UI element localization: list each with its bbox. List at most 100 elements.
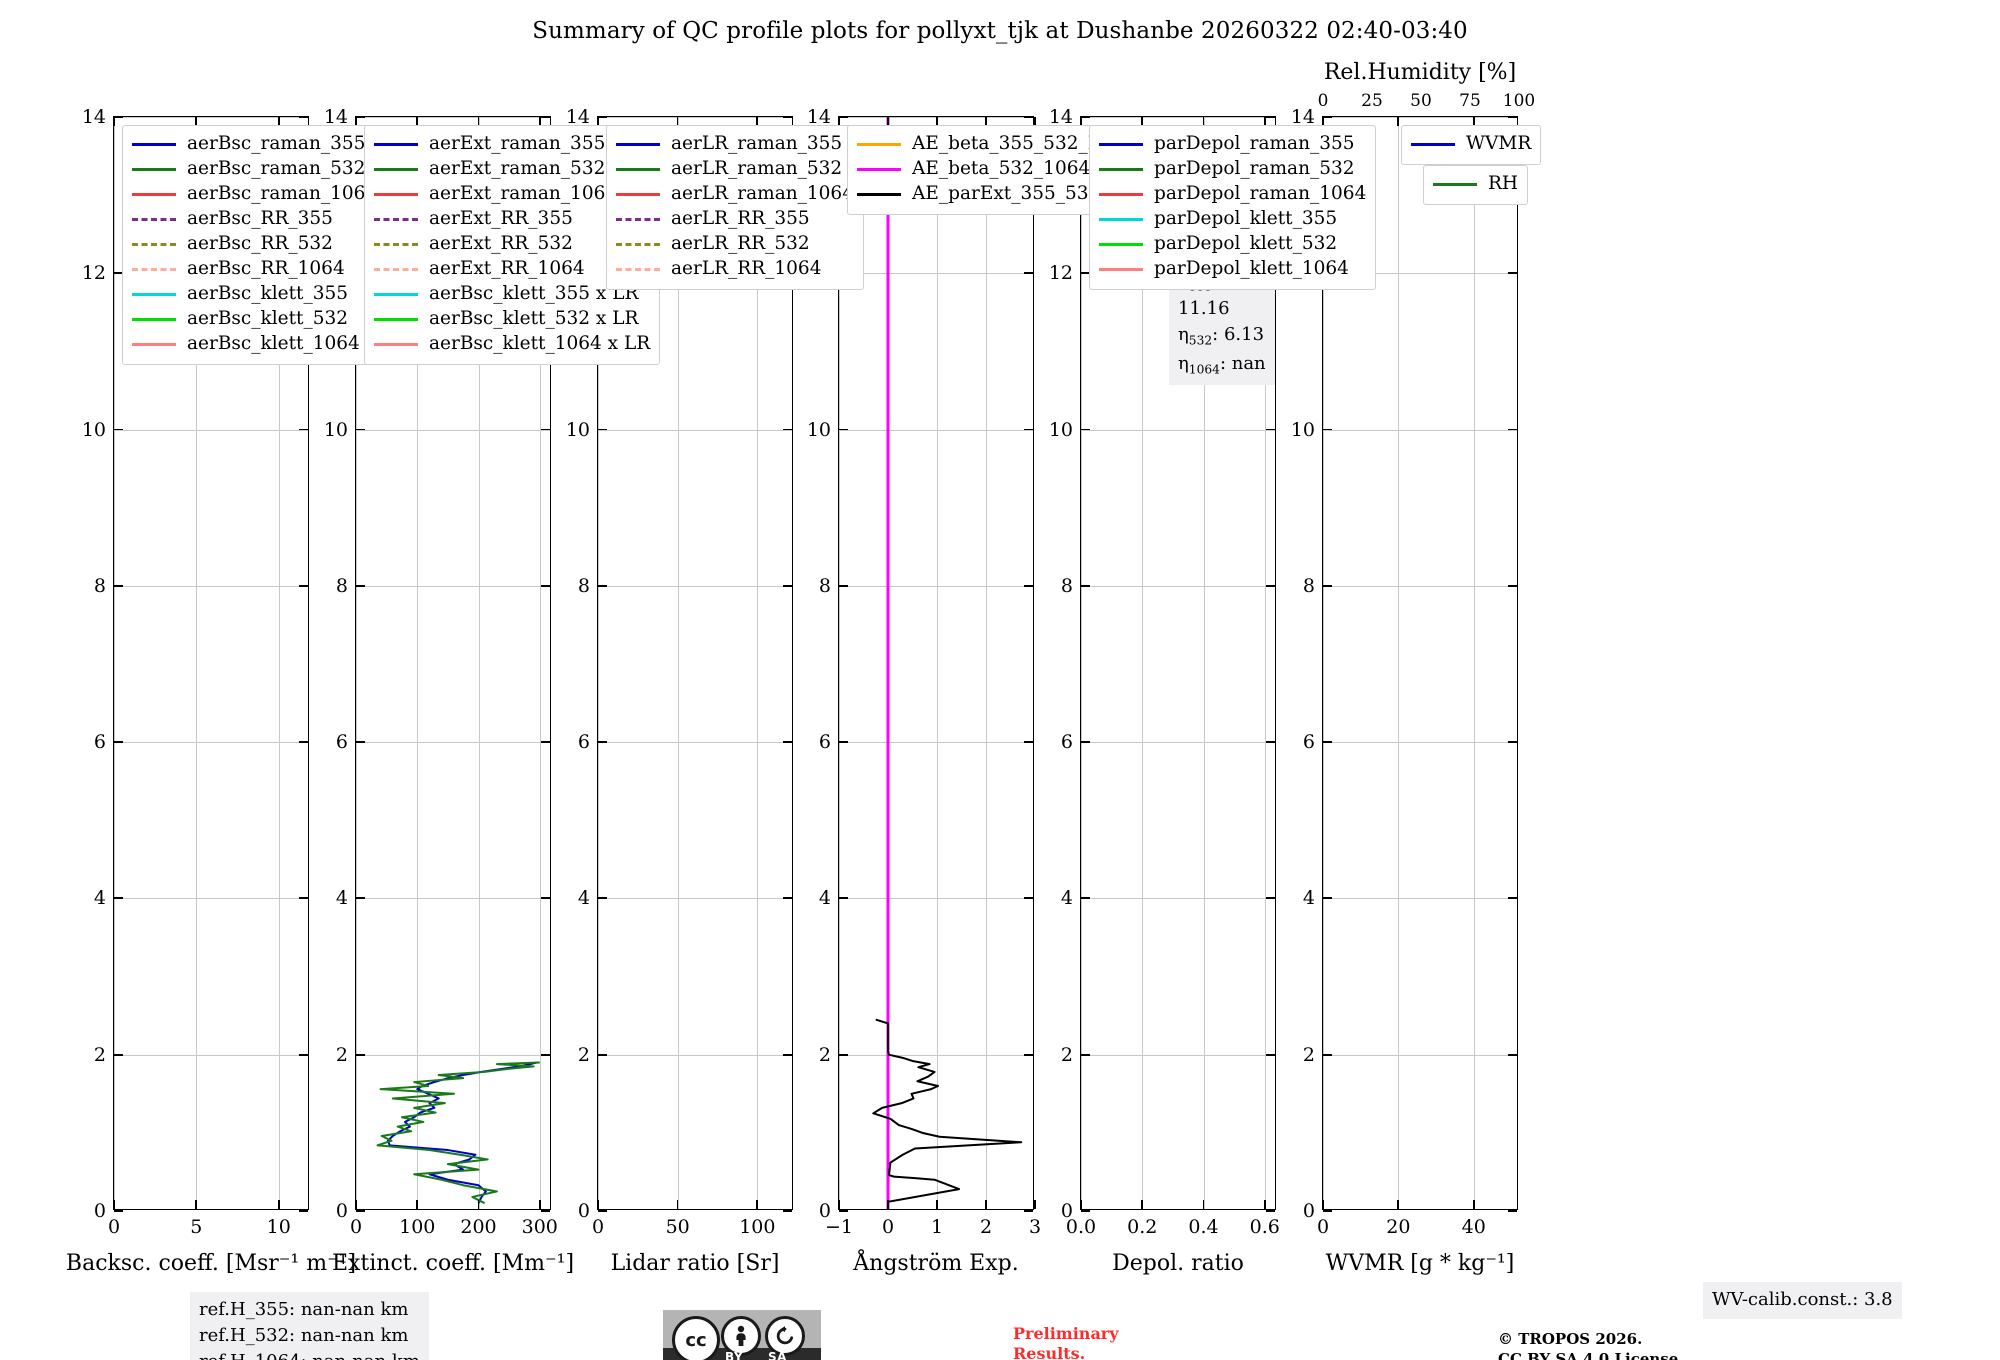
legend-item[interactable]: aerLR_RR_532	[616, 232, 854, 257]
legend-item[interactable]: aerBsc_klett_1064 x LR	[374, 332, 650, 357]
legend-item[interactable]: aerBsc_RR_355	[132, 207, 377, 232]
legend-item[interactable]: aerBsc_raman_532	[132, 157, 377, 182]
legend-item[interactable]: aerExt_RR_532	[374, 232, 650, 257]
legend-color-swatch	[132, 168, 176, 171]
y-tick-label: 0	[335, 1200, 348, 1222]
legend-item[interactable]: parDepol_klett_1064	[1099, 257, 1366, 282]
legend-item[interactable]: aerExt_raman_1064	[374, 182, 650, 207]
x-tick-mark	[1322, 117, 1324, 126]
legend-item[interactable]: aerBsc_klett_532	[132, 307, 377, 332]
legend-item[interactable]: aerBsc_RR_532	[132, 232, 377, 257]
legend-item[interactable]: parDepol_klett_532	[1099, 232, 1366, 257]
legend-color-swatch	[616, 143, 660, 146]
x-tick-mark	[1472, 117, 1475, 126]
gridline-horizontal	[598, 1054, 792, 1056]
cc-sa-share-alike-icon	[765, 1316, 805, 1356]
gridline-horizontal	[839, 1054, 1033, 1056]
legend-item[interactable]: parDepol_raman_532	[1099, 157, 1366, 182]
y-tick-mark	[1266, 428, 1275, 431]
data-series-aerExt_raman_355	[386, 1061, 537, 1204]
y-tick-mark	[1323, 741, 1332, 743]
legend-item[interactable]: WVMR	[1411, 132, 1531, 157]
legend-item[interactable]: aerBsc_RR_1064	[132, 257, 377, 282]
gridline-horizontal	[839, 429, 1033, 431]
gridline-horizontal	[1323, 1054, 1517, 1056]
legend-color-swatch	[374, 243, 418, 246]
legend-item[interactable]: aerBsc_raman_1064	[132, 182, 377, 207]
legend-item[interactable]: aerLR_raman_532	[616, 157, 854, 182]
y-tick-mark	[541, 897, 550, 900]
x-tick-mark	[597, 117, 599, 126]
legend-label: WVMR	[1466, 133, 1532, 155]
legend-item[interactable]: aerLR_raman_355	[616, 132, 854, 157]
gridline-vertical	[677, 117, 679, 1209]
x-tick-label: 0.2	[1127, 1216, 1158, 1238]
legend-item[interactable]: RH	[1433, 172, 1518, 197]
legend-color-swatch	[132, 143, 176, 146]
legend-color-swatch	[857, 143, 901, 146]
top-x-tick-label: 100	[1502, 91, 1536, 111]
top-x-tick-label: 75	[1459, 91, 1481, 111]
gridline-vertical	[986, 117, 987, 1209]
x-tick-mark	[477, 117, 480, 126]
y-tick-mark	[299, 116, 308, 118]
legend-item[interactable]: aerLR_RR_1064	[616, 257, 854, 282]
legend-item[interactable]: aerExt_raman_532	[374, 157, 650, 182]
legend-item[interactable]: aerLR_RR_355	[616, 207, 854, 232]
y-tick-mark	[1081, 897, 1090, 900]
y-tick-label: 6	[818, 731, 831, 754]
gridline-horizontal	[1323, 585, 1517, 587]
x-tick-mark	[756, 117, 759, 126]
legend-item[interactable]: aerBsc_klett_1064	[132, 332, 377, 357]
panel-lidar-ratio: 02468101214050100Lidar ratio [Sr]aerLR_r…	[566, 106, 864, 1276]
y-tick-label: 2	[1060, 1043, 1073, 1066]
y-tick-mark	[598, 1210, 607, 1212]
y-tick-mark	[299, 1053, 308, 1056]
legend-item[interactable]: aerExt_raman_355	[374, 132, 650, 157]
y-tick-mark	[1323, 1210, 1332, 1212]
legend-item[interactable]: aerExt_RR_355	[374, 207, 650, 232]
legend-item[interactable]: aerExt_RR_1064	[374, 257, 650, 282]
legend-item[interactable]: parDepol_raman_1064	[1099, 182, 1366, 207]
y-tick-mark	[1024, 116, 1033, 118]
y-tick-mark	[1024, 272, 1033, 275]
cc-by-label: BY	[725, 1350, 744, 1360]
legend-label: parDepol_klett_1064	[1154, 258, 1349, 280]
legend-item[interactable]: parDepol_klett_355	[1099, 207, 1366, 232]
y-tick-label: 4	[577, 887, 590, 910]
legend-color-swatch	[616, 243, 660, 246]
x-tick-mark	[676, 117, 679, 126]
y-tick-label: 8	[93, 574, 106, 597]
y-tick-mark	[1081, 428, 1090, 431]
y-tick-label: 8	[818, 574, 831, 597]
wv-calibration-annotation: WV-calib.const.: 3.8	[1703, 1282, 1902, 1320]
y-tick-mark	[783, 897, 792, 900]
y-tick-label: 6	[1060, 731, 1073, 754]
x-tick-mark	[1397, 1200, 1400, 1209]
gridline-horizontal	[1323, 273, 1517, 275]
legend-label: aerBsc_RR_1064	[187, 258, 345, 280]
y-tick-mark	[1081, 116, 1090, 118]
legend-label: aerBsc_klett_532 x LR	[429, 308, 639, 330]
x-tick-mark	[1397, 117, 1400, 126]
x-tick-mark	[1141, 1200, 1144, 1209]
y-tick-mark	[299, 1210, 308, 1212]
legend-item[interactable]: aerBsc_klett_532 x LR	[374, 307, 650, 332]
x-axis-title-angstrom-exponent: Ångström Exp.	[853, 1251, 1019, 1276]
legend-item[interactable]: aerBsc_klett_355	[132, 282, 377, 307]
y-tick-label: 10	[565, 418, 590, 441]
legend-item[interactable]: aerBsc_klett_355 x LR	[374, 282, 650, 307]
x-axis-title-water-vapour-mixing-ratio: WVMR [g * kg⁻¹]	[1325, 1251, 1515, 1276]
legend-item[interactable]: aerLR_raman_1064	[616, 182, 854, 207]
x-tick-label: 10	[266, 1216, 291, 1238]
legend-item[interactable]: aerBsc_raman_355	[132, 132, 377, 157]
y-tick-mark	[1508, 1210, 1517, 1212]
legend-color-swatch	[1099, 243, 1143, 246]
y-tick-mark	[1081, 584, 1090, 587]
y-tick-mark	[1024, 897, 1033, 900]
y-tick-mark	[1081, 1053, 1090, 1056]
y-tick-label: 10	[1290, 418, 1315, 441]
x-tick-mark	[1263, 117, 1266, 126]
legend-item[interactable]: parDepol_raman_355	[1099, 132, 1366, 157]
